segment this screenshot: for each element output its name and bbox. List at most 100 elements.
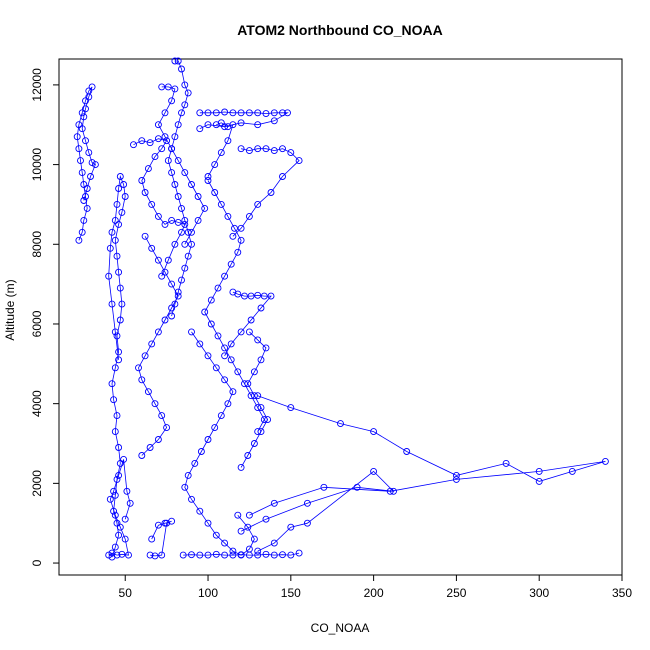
data-point	[234, 290, 242, 298]
data-point	[115, 444, 123, 451]
data-point	[80, 197, 88, 204]
data-point	[211, 189, 219, 196]
data-point	[174, 288, 182, 296]
series-line	[138, 236, 179, 456]
y-axis-label: Altitude (m)	[3, 279, 17, 340]
data-point	[115, 356, 123, 364]
data-point	[247, 316, 255, 324]
data-point	[154, 256, 162, 264]
data-point	[161, 133, 169, 141]
data-point	[337, 420, 344, 428]
data-point	[270, 109, 278, 117]
data-point	[452, 475, 460, 483]
series-3	[130, 135, 189, 280]
data-point	[279, 551, 286, 559]
data-point	[217, 149, 225, 157]
data-point	[303, 499, 311, 507]
data-point	[141, 189, 149, 196]
data-point	[250, 440, 258, 447]
data-point	[174, 57, 182, 65]
data-point	[106, 244, 114, 252]
series-2	[105, 455, 134, 559]
data-point	[196, 340, 204, 348]
data-point	[247, 292, 255, 300]
data-point	[207, 320, 215, 328]
data-point	[151, 400, 159, 408]
data-point	[254, 200, 262, 208]
data-point	[267, 292, 275, 300]
data-point	[154, 212, 162, 220]
data-point	[120, 181, 128, 188]
data-point	[227, 260, 235, 268]
data-point	[168, 97, 176, 105]
data-point	[188, 328, 195, 336]
data-point	[221, 376, 229, 384]
data-point	[181, 101, 189, 109]
data-point	[244, 452, 252, 459]
data-point	[148, 340, 156, 348]
data-point	[194, 216, 202, 224]
data-point	[353, 483, 361, 491]
data-point	[601, 457, 609, 465]
data-point	[241, 292, 248, 300]
data-point	[370, 467, 378, 475]
data-point	[196, 125, 204, 133]
data-point	[168, 280, 176, 288]
series-line	[133, 138, 186, 277]
data-point	[237, 145, 245, 153]
data-point	[452, 471, 460, 479]
y-tick-label: 12000	[30, 68, 44, 102]
data-point	[245, 212, 253, 220]
data-point	[245, 328, 253, 336]
data-point	[115, 268, 123, 276]
data-point	[262, 515, 270, 523]
data-point	[161, 268, 169, 276]
data-point	[270, 539, 278, 547]
data-point	[181, 240, 189, 248]
series-5	[196, 108, 291, 133]
series-line	[240, 470, 395, 552]
data-point	[118, 208, 126, 216]
data-point	[148, 244, 156, 252]
data-point	[138, 376, 146, 384]
data-point	[212, 550, 220, 558]
y-tick-label: 2000	[30, 470, 44, 497]
data-point	[168, 517, 176, 525]
data-point	[146, 444, 154, 451]
data-point	[108, 380, 116, 388]
x-axis-label: CO_NOAA	[311, 621, 370, 635]
data-point	[204, 519, 212, 527]
data-point	[174, 193, 182, 200]
data-point	[181, 216, 189, 224]
data-point	[204, 436, 212, 443]
data-point	[320, 483, 328, 491]
data-point	[264, 416, 272, 424]
data-point	[113, 252, 121, 260]
data-point	[267, 189, 275, 196]
data-point	[123, 487, 131, 495]
data-point	[118, 300, 126, 308]
data-point	[279, 109, 286, 117]
data-point	[116, 523, 124, 531]
data-point	[221, 344, 229, 352]
data-point	[257, 428, 265, 436]
data-point	[403, 448, 411, 455]
series-13	[135, 232, 182, 459]
data-point	[224, 400, 232, 408]
data-point	[171, 133, 179, 141]
data-point	[120, 455, 128, 463]
data-point	[502, 459, 510, 467]
series-16	[237, 328, 272, 471]
data-point	[161, 220, 169, 228]
data-point	[188, 228, 195, 236]
data-point	[191, 459, 199, 467]
data-point	[83, 185, 91, 192]
series-line	[207, 122, 234, 177]
data-point	[168, 312, 176, 320]
data-point	[535, 467, 543, 475]
data-point	[237, 551, 245, 559]
data-point	[231, 224, 238, 232]
x-tick-label: 50	[119, 586, 133, 600]
data-point	[196, 507, 204, 515]
series-8	[245, 392, 609, 519]
